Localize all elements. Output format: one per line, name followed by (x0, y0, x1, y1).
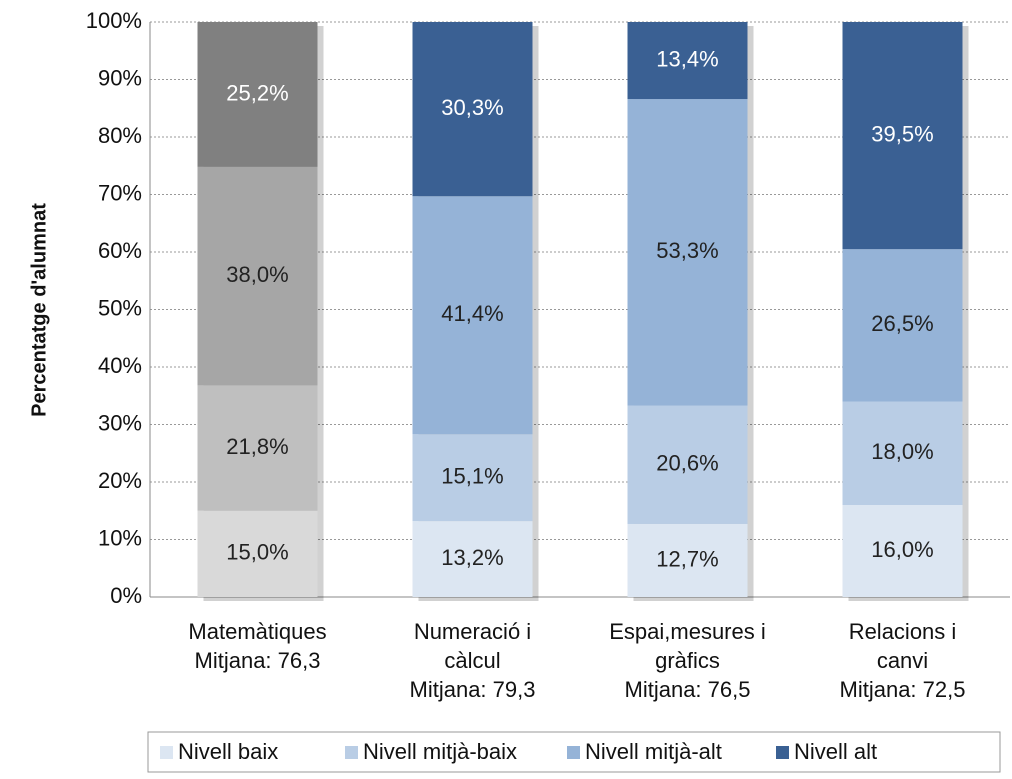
data-label: 39,5% (871, 121, 933, 146)
y-tick-label: 0% (110, 583, 142, 608)
bar-segment (842, 505, 963, 597)
data-label: 16,0% (871, 537, 933, 562)
y-tick-label: 70% (98, 180, 142, 205)
bar-segment (627, 523, 748, 597)
bar-segment (197, 510, 318, 597)
legend-label: Nivell mitjà-baix (363, 739, 517, 764)
x-tick-label: Mitjana: 72,5 (840, 677, 966, 702)
data-label: 15,0% (226, 540, 288, 565)
data-label: 38,0% (226, 262, 288, 287)
y-tick-label: 90% (98, 65, 142, 90)
bar-segment (627, 405, 748, 524)
y-tick-label: 50% (98, 295, 142, 320)
legend-swatch (160, 746, 173, 759)
legend-swatch (567, 746, 580, 759)
bar-segment (197, 166, 318, 386)
y-tick-label: 20% (98, 468, 142, 493)
y-tick-label: 80% (98, 123, 142, 148)
data-label: 13,2% (441, 545, 503, 570)
x-tick-label: Mitjana: 76,5 (625, 677, 751, 702)
bar-segment (412, 521, 533, 597)
legend-label: Nivell alt (794, 739, 877, 764)
data-label: 13,4% (656, 46, 718, 71)
data-label: 53,3% (656, 238, 718, 263)
data-label: 30,3% (441, 95, 503, 120)
data-label: 41,4% (441, 301, 503, 326)
legend-label: Nivell mitjà-alt (585, 739, 722, 764)
x-tick-label: Espai,mesures i (609, 619, 766, 644)
bar-segment (842, 22, 963, 250)
x-tick-label: Numeració i (414, 619, 531, 644)
x-tick-label: càlcul (444, 648, 500, 673)
x-tick-label: gràfics (655, 648, 720, 673)
legend-swatch (345, 746, 358, 759)
data-label: 15,1% (441, 464, 503, 489)
bar-segment (197, 385, 318, 511)
y-tick-label: 40% (98, 353, 142, 378)
data-label: 26,5% (871, 311, 933, 336)
data-label: 20,6% (656, 451, 718, 476)
bar-segment (412, 434, 533, 522)
x-tick-label: Mitjana: 76,3 (195, 648, 321, 673)
bar-segment (412, 22, 533, 197)
x-tick-label: Relacions i (849, 619, 957, 644)
bar-segment (842, 401, 963, 505)
y-tick-label: 60% (98, 238, 142, 263)
y-tick-label: 10% (98, 525, 142, 550)
data-label: 18,0% (871, 439, 933, 464)
bar-segment (627, 99, 748, 406)
data-label: 12,7% (656, 546, 718, 571)
bar-segment (197, 22, 318, 167)
data-label: 21,8% (226, 434, 288, 459)
y-tick-label: 30% (98, 410, 142, 435)
y-axis-label: Percentatge d'alumnat (28, 203, 50, 417)
legend-swatch (776, 746, 789, 759)
x-tick-label: Matemàtiques (188, 619, 326, 644)
data-label: 25,2% (226, 80, 288, 105)
bar-segment (412, 196, 533, 435)
bar-segment (842, 249, 963, 402)
x-tick-label: canvi (877, 648, 928, 673)
x-tick-label: Mitjana: 79,3 (410, 677, 536, 702)
bar-segment (627, 22, 748, 100)
y-tick-label: 100% (86, 8, 142, 33)
legend-label: Nivell baix (178, 739, 278, 764)
